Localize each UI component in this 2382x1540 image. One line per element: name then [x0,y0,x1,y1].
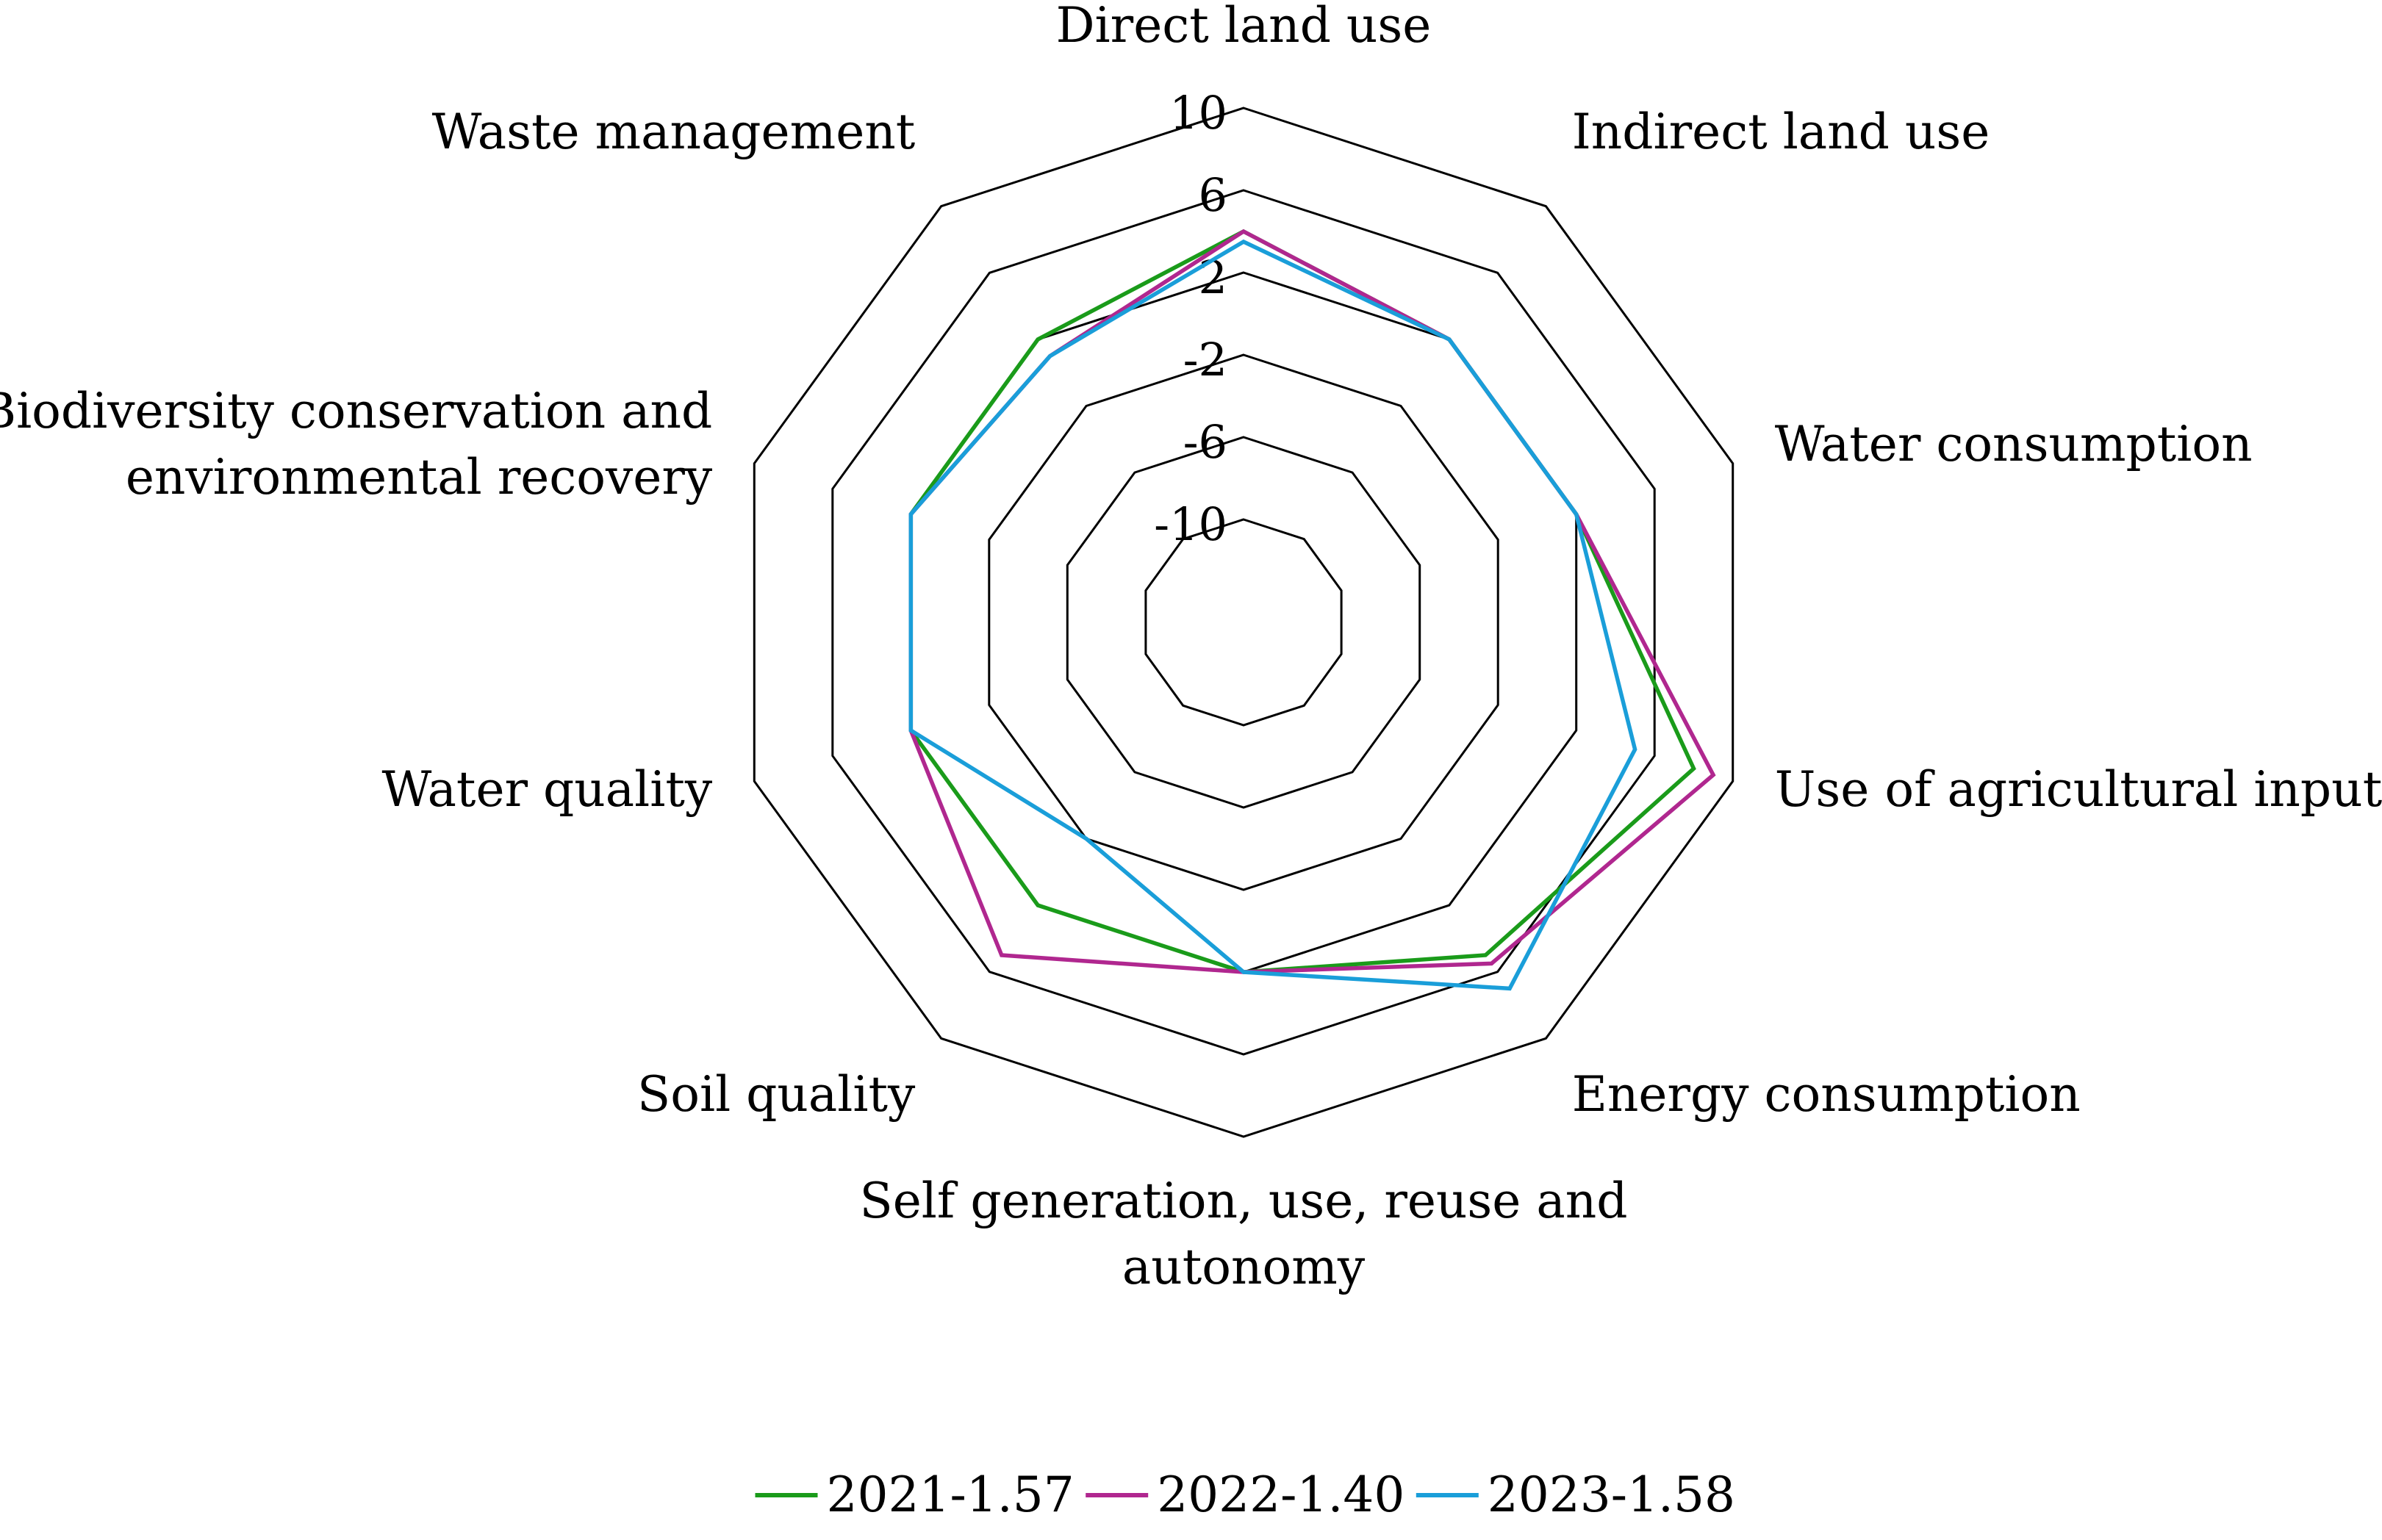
legend-label: 2021-1.57 [827,1467,1075,1523]
axis-label-0: Direct land use [1056,0,1432,54]
axis-label-line: Biodiversity conservation and [0,383,712,439]
grid-ring-0 [1144,518,1343,727]
series-line-2 [908,239,1637,991]
axis-label-line: Use of agricultural inputs [1775,761,2382,818]
axis-label-line: Self generation, use, reuse and [860,1173,1628,1229]
axis-label-3: Use of agricultural inputs [1775,761,2382,818]
axis-label-line: Water quality [381,761,712,818]
grid-ring-5 [753,107,1735,1138]
axis-label-line: Soil quality [637,1066,916,1123]
series-lines [908,229,1716,991]
axis-labels: Direct land use Indirect land use Water co… [0,0,2382,1295]
axis-label-4: Energy consumption [1572,1066,2081,1123]
tick-label-2: -2 [1183,333,1227,386]
axis-label-6: Soil quality [637,1066,916,1123]
axis-label-1: Indirect land use [1572,104,1990,160]
radar-grid [753,107,1735,1138]
legend-item-2: 2023-1.58 [1416,1467,1735,1523]
tick-label-0: -10 [1154,497,1227,551]
axis-label-line: Waste management [432,104,916,160]
axis-label-line: environmental recovery [126,449,713,505]
axis-label-9: Waste management [432,104,916,160]
grid-ring-1 [1066,436,1421,809]
axis-label-2: Water consumption [1775,416,2253,472]
tick-label-5: 10 [1169,86,1227,140]
axis-label-line: Water consumption [1775,416,2253,472]
tick-label-1: -6 [1183,415,1227,469]
legend-label: 2022-1.40 [1157,1467,1405,1523]
grid-ring-4 [831,189,1656,1056]
axis-label-line: Energy consumption [1572,1066,2081,1123]
axis-label-line: Direct land use [1056,0,1432,54]
axis-label-line: Indirect land use [1572,104,1990,160]
legend-item-0: 2021-1.57 [755,1467,1075,1523]
grid-ring-2 [988,353,1499,891]
legend: 2021-1.57 2022-1.40 2023-1.58 [755,1467,1735,1523]
axis-label-line: autonomy [1122,1239,1366,1295]
axis-label-7: Water quality [381,761,712,818]
legend-item-1: 2022-1.40 [1086,1467,1405,1523]
tick-label-4: 6 [1199,168,1227,222]
legend-label: 2023-1.58 [1488,1467,1735,1523]
axis-label-5: Self generation, use, reuse and autonomy [860,1173,1628,1295]
axis-label-8: Biodiversity conservation and environment… [0,383,713,505]
